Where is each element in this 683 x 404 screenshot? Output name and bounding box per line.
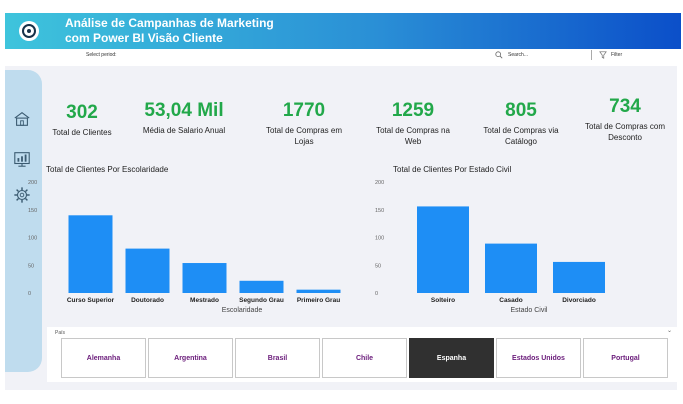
report-title: Análise de Campanhas de Marketing com Po… [65, 16, 274, 46]
x-axis-title: Escolaridade [222, 307, 263, 314]
filter-icon[interactable] [599, 51, 607, 59]
report-title-line-1: Análise de Campanhas de Marketing [65, 16, 274, 30]
kpi-value: 302 [66, 102, 98, 123]
report-title-line-2: com Power BI Visão Cliente [65, 31, 223, 45]
slicer-option-brasil[interactable]: Brasil [235, 338, 320, 378]
kpi-label: Total de Compras na Web [376, 126, 450, 146]
target-logo-icon [19, 21, 39, 41]
x-tick-label: Primeiro Grau [297, 297, 340, 304]
x-tick-label: Solteiro [431, 297, 455, 304]
kpi-compras-desconto: 734 Total de Compras com Desconto [578, 96, 672, 143]
bar[interactable] [296, 289, 341, 293]
kpi-compras-web: 1259 Total de Compras na Web [370, 100, 456, 147]
chart-title-escolaridade: Total de Clientes Por Escolaridade [46, 165, 169, 174]
slicer-option-portugal[interactable]: Portugal [583, 338, 668, 378]
bar[interactable] [68, 215, 113, 293]
x-tick-label: Curso Superior [67, 297, 115, 304]
kpi-value: 1770 [282, 100, 326, 121]
y-tick-label: 150 [375, 208, 384, 214]
kpi-label: Total de Compras em Lojas [265, 126, 343, 146]
filter-button[interactable]: Filter [611, 52, 623, 58]
chart-escolaridade: 0 50 100 150 200 Curso Superior Doutorado Mestr… [28, 180, 341, 314]
bar[interactable] [553, 261, 605, 293]
chart-estado-civil: 0 50 100 150 200 Solteiro Casado Divorciado Esta… [375, 180, 605, 314]
kpi-media-salario: 53,04 Mil Média de Salario Anual [132, 100, 236, 136]
dashboard-icon[interactable] [13, 150, 31, 168]
select-period-label[interactable]: Select period: [86, 52, 117, 58]
kpi-value: 1259 [391, 100, 435, 121]
slicer-option-argentina[interactable]: Argentina [148, 338, 233, 378]
y-tick-label: 200 [28, 180, 37, 186]
chevron-down-icon[interactable]: ⌄ [666, 328, 672, 334]
y-tick-label: 0 [375, 291, 378, 297]
y-tick-label: 150 [28, 208, 37, 214]
kpi-compras-lojas: 1770 Total de Compras em Lojas [256, 100, 352, 147]
x-tick-label: Divorciado [562, 297, 596, 304]
kpi-label: Total de Compras com Desconto [584, 122, 666, 142]
y-tick-label: 50 [28, 263, 34, 269]
slicer-option-estados-unidos[interactable]: Estados Unidos [496, 338, 581, 378]
kpi-value: 805 [505, 100, 537, 121]
y-tick-label: 100 [28, 236, 37, 242]
y-tick-label: 200 [375, 180, 384, 186]
y-tick-label: 0 [28, 291, 31, 297]
slicer-option-alemanha[interactable]: Alemanha [61, 338, 146, 378]
kpi-label: Total de Compras via Catálogo [483, 126, 559, 146]
gear-icon[interactable] [13, 186, 31, 204]
report-header: Análise de Campanhas de Marketing com Po… [5, 13, 681, 49]
bar[interactable] [239, 280, 284, 293]
kpi-value: 53,04 Mil [144, 100, 224, 121]
bar[interactable] [417, 206, 469, 293]
search-input[interactable]: Search... [508, 52, 529, 58]
x-tick-label: Segundo Grau [239, 297, 284, 304]
slicer-title: País [55, 330, 66, 336]
y-tick-label: 50 [375, 263, 381, 269]
x-tick-label: Casado [499, 297, 523, 304]
sidebar [5, 70, 42, 372]
x-tick-label: Doutorado [131, 297, 164, 304]
bar[interactable] [485, 243, 537, 293]
chart-title-estado-civil: Total de Clientes Por Estado Civil [393, 165, 512, 174]
slicer-option-chile[interactable]: Chile [322, 338, 407, 378]
x-tick-label: Mestrado [190, 297, 219, 304]
kpi-total-clientes: 302 Total de Clientes [44, 102, 120, 138]
kpi-label: Total de Clientes [52, 128, 112, 137]
kpi-label: Média de Salario Anual [142, 126, 226, 135]
search-icon[interactable] [495, 51, 503, 59]
bar[interactable] [182, 263, 227, 293]
slicer-option-espanha[interactable]: Espanha [409, 338, 494, 378]
y-tick-label: 100 [375, 236, 384, 242]
home-icon[interactable] [13, 110, 31, 128]
toolbar-divider [591, 50, 592, 60]
x-axis-title: Estado Civil [511, 307, 548, 314]
kpi-value: 734 [609, 96, 641, 117]
kpi-compras-catalogo: 805 Total de Compras via Catálogo [474, 100, 568, 147]
bar[interactable] [125, 248, 170, 293]
toolbar: Select period: Search... Filter [5, 49, 681, 62]
pais-slicer: País ⌄ Alemanha Argentina Brasil Chile Espan… [47, 327, 679, 382]
